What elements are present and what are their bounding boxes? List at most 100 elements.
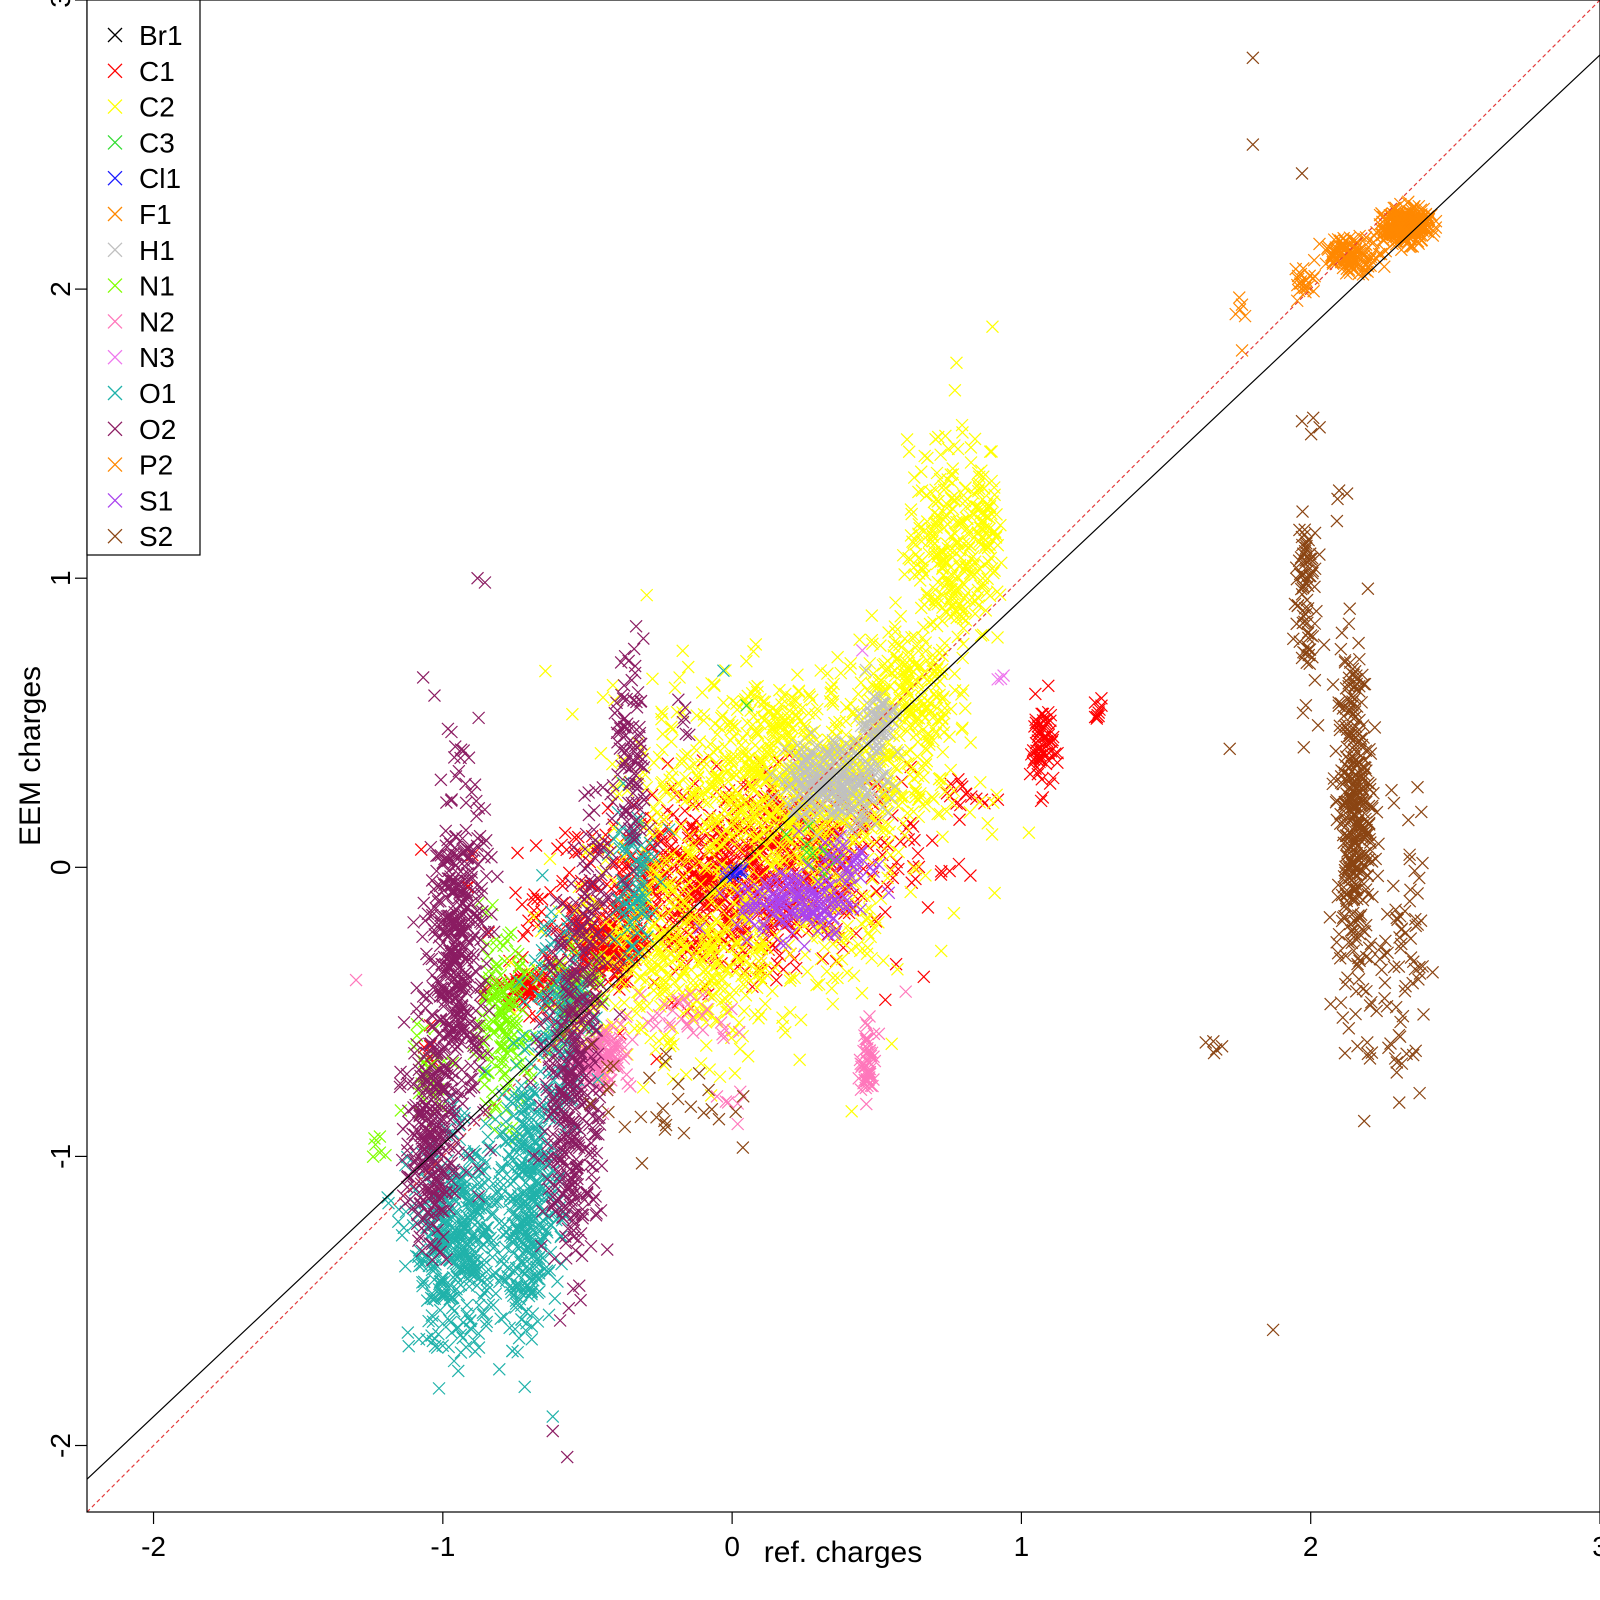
data-point <box>740 726 754 740</box>
data-point <box>556 879 569 893</box>
data-point <box>679 1068 693 1082</box>
data-point <box>1233 303 1247 316</box>
data-point <box>907 471 921 484</box>
data-point <box>614 884 628 898</box>
data-point <box>695 686 709 700</box>
data-point <box>1048 747 1062 761</box>
data-point <box>414 843 428 856</box>
data-point <box>509 886 522 900</box>
data-point <box>737 1004 751 1018</box>
data-point <box>1088 696 1102 709</box>
data-point <box>810 978 823 992</box>
data-point <box>934 448 948 462</box>
data-point <box>791 668 804 682</box>
data-point <box>755 710 769 724</box>
data-point <box>951 630 965 644</box>
data-point <box>944 702 958 716</box>
data-point <box>906 859 920 873</box>
data-point <box>934 868 948 882</box>
data-point <box>482 1140 496 1153</box>
data-point <box>911 846 925 860</box>
data-point <box>838 881 852 895</box>
data-point <box>881 839 895 853</box>
data-point <box>958 702 972 715</box>
data-point <box>718 892 731 906</box>
data-point <box>851 687 865 701</box>
data-point <box>971 583 985 597</box>
data-point <box>668 975 682 989</box>
data-point <box>812 977 826 991</box>
data-point <box>830 954 844 968</box>
data-point <box>860 911 874 925</box>
data-point <box>908 833 921 847</box>
data-point <box>827 677 841 691</box>
data-point <box>861 926 875 940</box>
data-point <box>738 837 752 851</box>
data-point <box>529 839 543 852</box>
data-point <box>719 664 732 677</box>
data-point <box>947 906 961 920</box>
data-point <box>909 872 922 886</box>
data-point <box>604 882 618 896</box>
data-point <box>772 683 786 697</box>
data-point <box>794 1013 808 1027</box>
data-point <box>1090 710 1104 724</box>
data-point <box>853 633 866 647</box>
data-point <box>1036 722 1050 736</box>
data-point <box>953 813 966 827</box>
data-point <box>464 1322 478 1336</box>
data-point <box>918 711 932 725</box>
data-point <box>620 1068 634 1081</box>
data-point <box>717 696 730 710</box>
data-point <box>1036 747 1050 761</box>
data-point <box>486 1208 499 1222</box>
data-point <box>904 885 918 899</box>
data-point <box>984 551 998 565</box>
data-point <box>839 714 853 728</box>
data-point <box>914 465 928 479</box>
data-point <box>958 481 972 495</box>
data-point <box>934 944 948 958</box>
data-point <box>820 965 834 978</box>
data-point <box>601 836 615 850</box>
data-point <box>899 985 913 999</box>
data-point <box>644 1031 658 1045</box>
data-point <box>776 962 790 976</box>
data-point <box>831 650 845 664</box>
data-point <box>873 639 887 652</box>
data-point <box>892 845 906 859</box>
data-point <box>952 857 966 871</box>
data-point <box>575 951 588 964</box>
data-point <box>652 1034 666 1048</box>
data-point <box>690 743 704 757</box>
data-point <box>917 970 931 984</box>
data-point <box>776 1011 789 1025</box>
data-point <box>721 1005 735 1019</box>
data-point <box>543 852 557 866</box>
data-point <box>395 1228 409 1242</box>
data-point <box>1031 767 1045 781</box>
data-point <box>417 1275 431 1289</box>
data-point <box>896 816 910 830</box>
data-point <box>1028 687 1042 701</box>
data-point <box>618 945 632 958</box>
data-point <box>655 705 668 719</box>
data-point <box>1034 794 1048 808</box>
data-point <box>693 735 707 749</box>
data-point <box>1035 772 1049 786</box>
data-point <box>882 626 895 639</box>
data-point <box>681 660 695 674</box>
data-point <box>646 672 659 686</box>
data-point <box>733 1085 747 1099</box>
data-point <box>986 320 999 334</box>
data-point <box>522 914 535 928</box>
data-point <box>1022 826 1036 840</box>
data-point <box>785 834 799 848</box>
data-point <box>379 1148 392 1162</box>
data-point <box>707 679 721 693</box>
data-point <box>451 1364 465 1378</box>
series-o1 <box>381 664 730 1424</box>
data-point <box>1041 738 1055 751</box>
data-point <box>1095 691 1108 705</box>
